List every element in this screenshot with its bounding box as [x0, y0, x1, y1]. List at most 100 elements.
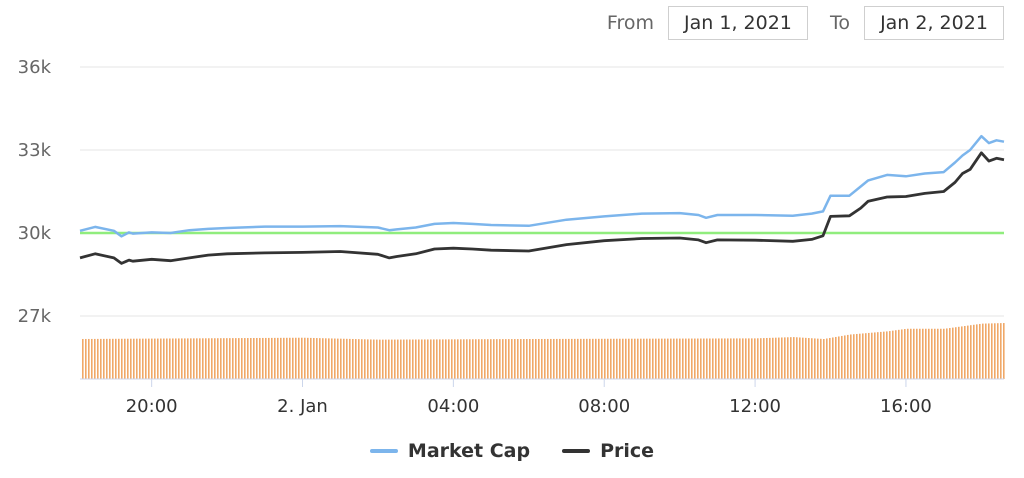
volume-bar — [361, 339, 363, 379]
volume-bar — [592, 338, 594, 379]
volume-bar — [670, 338, 672, 379]
volume-bar — [589, 338, 591, 379]
volume-bar — [820, 338, 822, 379]
volume-bar — [274, 337, 276, 379]
volume-bar — [1003, 323, 1005, 379]
volume-bar — [187, 338, 189, 379]
volume-bar — [910, 328, 912, 379]
volume-bar — [895, 330, 897, 379]
volume-bar — [106, 338, 108, 379]
volume-bar — [286, 337, 288, 379]
volume-bar — [508, 339, 510, 379]
volume-bar — [712, 338, 714, 379]
volume-bar — [292, 337, 294, 379]
volume-bar — [298, 337, 300, 379]
volume-bar — [451, 339, 453, 379]
volume-bar — [496, 339, 498, 379]
volume-bar — [565, 338, 567, 379]
volume-bar — [958, 326, 960, 379]
price-line — [79, 151, 1005, 265]
volume-bar — [829, 337, 831, 379]
volume-bar — [658, 338, 660, 379]
volume-bar — [310, 337, 312, 379]
volume-bar — [475, 339, 477, 379]
volume-bar — [241, 338, 243, 379]
volume-bar — [148, 338, 150, 379]
volume-bar — [730, 338, 732, 379]
volume-bar — [331, 338, 333, 379]
volume-bar — [220, 338, 222, 379]
price-chart: 36k 33k 30k 27k 20:00 2. Jan 04:00 08:00 12:00 1… — [18, 57, 1005, 417]
volume-bar — [490, 339, 492, 379]
volume-bar — [907, 328, 909, 379]
volume-bar — [961, 326, 963, 379]
legend-label-price: Price — [600, 440, 655, 462]
volume-bar — [964, 325, 966, 379]
volume-bar — [439, 339, 441, 379]
volume-bar — [769, 337, 771, 379]
volume-bar — [469, 339, 471, 379]
volume-bar — [406, 339, 408, 379]
to-date-input[interactable] — [864, 6, 1004, 40]
volume-bar — [211, 338, 213, 379]
volume-bar — [223, 338, 225, 379]
legend-item-price[interactable]: Price — [562, 440, 654, 462]
volume-bar — [859, 333, 861, 379]
volume-bar — [289, 337, 291, 379]
volume-bar — [928, 328, 930, 379]
volume-bar — [181, 338, 183, 379]
volume-bar — [112, 338, 114, 379]
volume-bar — [463, 339, 465, 379]
volume-bar — [550, 338, 552, 379]
volume-bar — [217, 338, 219, 379]
y-tick-label: 30k — [18, 223, 52, 244]
volume-bar — [892, 330, 894, 379]
volume-bar — [142, 338, 144, 379]
volume-bar — [586, 338, 588, 379]
volume-bar — [631, 338, 633, 379]
volume-bar — [970, 325, 972, 379]
volume-bar — [622, 338, 624, 379]
from-date-input[interactable] — [667, 6, 808, 40]
volume-bar — [409, 339, 411, 379]
volume-bar — [583, 338, 585, 379]
volume-bar — [127, 338, 129, 379]
volume-bar — [472, 339, 474, 379]
volume-bar — [355, 339, 357, 379]
volume-bar — [553, 338, 555, 379]
volume-bar — [784, 337, 786, 379]
volume-bar — [916, 328, 918, 379]
volume-bar — [97, 338, 99, 379]
volume-bar — [163, 338, 165, 379]
volume-bar — [346, 338, 348, 379]
volume-bar — [649, 338, 651, 379]
volume-bar — [796, 337, 798, 379]
volume-bar — [637, 338, 639, 379]
volume-bar — [634, 338, 636, 379]
volume-bar — [436, 339, 438, 379]
volume-bar — [514, 339, 516, 379]
volume-bar — [616, 338, 618, 379]
volume-bar — [955, 327, 957, 379]
volume-bar — [100, 338, 102, 379]
volume-bar — [787, 337, 789, 379]
volume-bar — [775, 337, 777, 379]
volume-bar — [118, 338, 120, 379]
volume-bar — [205, 338, 207, 379]
volume-bar — [652, 338, 654, 379]
volume-bar — [343, 338, 345, 379]
volume-bar — [697, 338, 699, 379]
volume-bar — [544, 338, 546, 379]
legend-item-market-cap[interactable]: Market Cap — [369, 440, 530, 462]
volume-bar — [577, 338, 579, 379]
volume-bar — [808, 338, 810, 379]
volume-bar — [976, 324, 978, 379]
volume-bar — [853, 334, 855, 379]
volume-bar — [850, 334, 852, 379]
volume-bar — [715, 338, 717, 379]
volume-bar — [607, 338, 609, 379]
volume-bar — [169, 338, 171, 379]
volume-bar — [172, 338, 174, 379]
volume-bar — [844, 335, 846, 379]
volume-bar — [214, 338, 216, 379]
